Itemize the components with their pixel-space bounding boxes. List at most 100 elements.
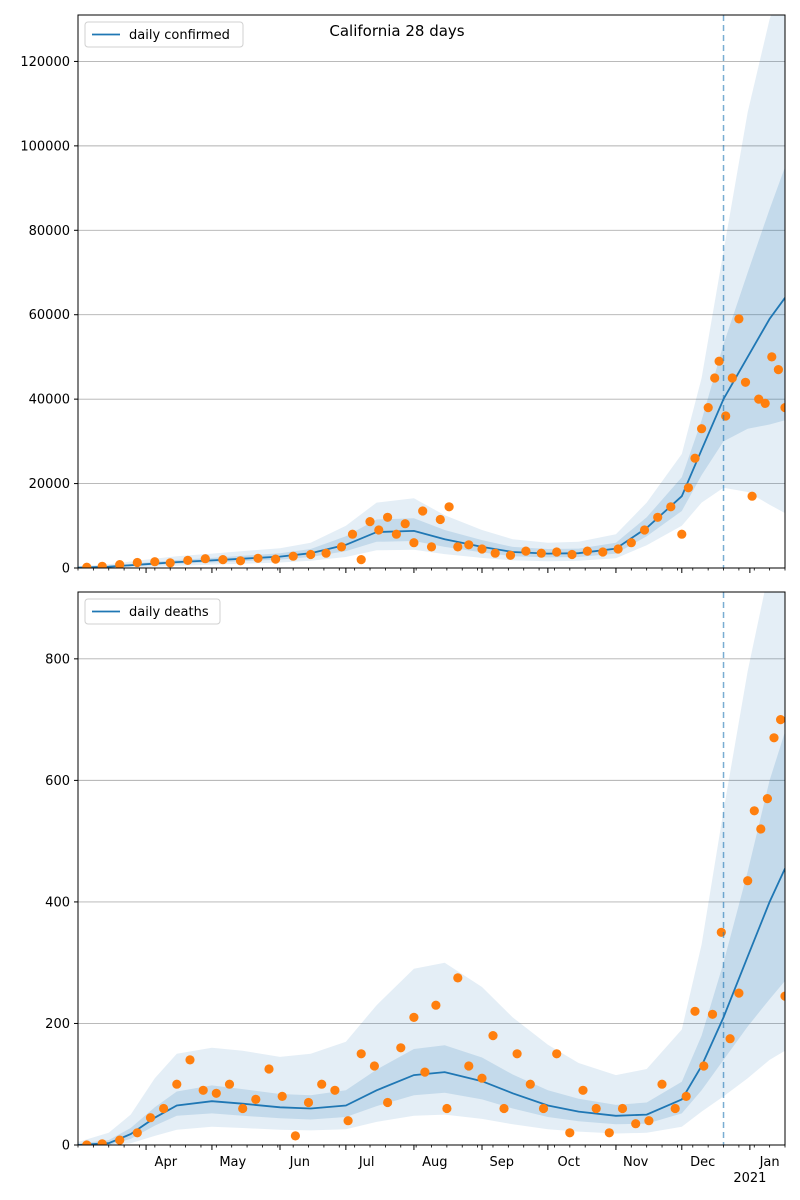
observed-point bbox=[453, 973, 463, 983]
observed-point bbox=[235, 556, 246, 566]
chart-title: California 28 days bbox=[329, 22, 464, 40]
observed-point bbox=[716, 927, 726, 937]
observed-point bbox=[183, 555, 193, 566]
observed-point bbox=[271, 554, 281, 564]
observed-point bbox=[453, 542, 463, 552]
observed-point bbox=[306, 549, 316, 560]
observed-point bbox=[317, 1079, 327, 1089]
x-tick-label: Apr bbox=[155, 1155, 178, 1170]
y-tick-label: 100000 bbox=[20, 139, 70, 154]
observed-point bbox=[97, 561, 107, 568]
confirmed-panel: 0 20000 40000 60000 80000 100000 120000 daily c… bbox=[20, 14, 786, 577]
observed-point bbox=[690, 453, 700, 463]
y-tick-label: 80000 bbox=[29, 224, 70, 239]
legend-label: daily confirmed bbox=[129, 28, 230, 43]
x-tick-label: Jan bbox=[759, 1155, 780, 1170]
y-tick-label: 600 bbox=[45, 774, 70, 789]
observed-point bbox=[82, 1140, 92, 1145]
observed-point bbox=[400, 519, 410, 529]
observed-point bbox=[383, 512, 393, 522]
x-tick-label: May bbox=[219, 1155, 246, 1170]
observed-point bbox=[567, 549, 577, 560]
observed-point bbox=[773, 365, 784, 375]
y-tick-label: 0 bbox=[62, 1139, 70, 1154]
observed-point bbox=[525, 1079, 535, 1089]
observed-point bbox=[552, 547, 562, 557]
observed-point bbox=[747, 491, 757, 501]
observed-point bbox=[356, 1049, 366, 1059]
observed-point bbox=[288, 551, 298, 561]
observed-point bbox=[725, 1034, 735, 1044]
legend-label: daily deaths bbox=[129, 605, 209, 620]
y-tick-label: 0 bbox=[62, 562, 70, 577]
observed-point bbox=[218, 555, 228, 565]
observed-point bbox=[565, 1128, 575, 1138]
plot-area bbox=[78, 592, 785, 1145]
x-ticks bbox=[77, 568, 786, 573]
observed-point bbox=[132, 1128, 142, 1138]
observed-point bbox=[769, 733, 779, 743]
observed-point bbox=[251, 1094, 261, 1104]
observed-point bbox=[442, 1103, 452, 1114]
observed-point bbox=[356, 555, 366, 565]
observed-point bbox=[418, 506, 428, 516]
observed-point bbox=[420, 1067, 430, 1077]
observed-point bbox=[488, 1031, 498, 1041]
observed-point bbox=[264, 1064, 274, 1074]
observed-point bbox=[776, 715, 785, 725]
observed-point bbox=[490, 548, 500, 558]
observed-point bbox=[464, 540, 474, 550]
observed-point bbox=[391, 529, 401, 539]
observed-point bbox=[277, 1091, 287, 1101]
x-ticks bbox=[77, 1145, 786, 1150]
y-tick-label: 40000 bbox=[29, 393, 70, 408]
observed-point bbox=[699, 1061, 709, 1071]
inner-interval-band bbox=[78, 167, 785, 568]
observed-point bbox=[330, 1085, 340, 1095]
x-tick-label: Jul bbox=[358, 1155, 375, 1170]
legend: daily confirmed bbox=[84, 21, 244, 48]
observed-point bbox=[499, 1103, 509, 1114]
observed-point bbox=[374, 525, 384, 535]
x-tick-label: Jun bbox=[289, 1155, 310, 1170]
plot-area bbox=[78, 15, 785, 568]
observed-point bbox=[383, 1097, 393, 1108]
observed-point bbox=[97, 1139, 107, 1145]
observed-point bbox=[303, 1097, 314, 1108]
observed-point bbox=[431, 1000, 441, 1010]
observed-point bbox=[697, 424, 707, 434]
observed-point bbox=[172, 1079, 182, 1089]
observed-point bbox=[644, 1116, 654, 1126]
observed-point bbox=[703, 403, 713, 413]
observed-point bbox=[409, 538, 419, 548]
observed-point bbox=[211, 1088, 221, 1098]
observed-point bbox=[743, 876, 753, 886]
observed-point bbox=[253, 553, 263, 563]
observed-point bbox=[604, 1128, 614, 1138]
observed-point bbox=[631, 1119, 641, 1129]
observed-point bbox=[780, 991, 785, 1001]
observed-point bbox=[710, 373, 720, 383]
observed-point bbox=[707, 1009, 718, 1019]
observed-point bbox=[734, 988, 744, 998]
observed-point bbox=[165, 558, 175, 568]
observed-point bbox=[115, 1135, 125, 1145]
observed-point bbox=[159, 1103, 169, 1114]
observed-point bbox=[740, 377, 751, 387]
y-tick-label: 20000 bbox=[29, 477, 70, 492]
observed-point bbox=[396, 1043, 406, 1053]
observed-point bbox=[185, 1055, 195, 1065]
observed-point bbox=[198, 1085, 208, 1095]
observed-point bbox=[598, 547, 608, 557]
observed-point bbox=[444, 502, 454, 512]
y-tick-label: 400 bbox=[45, 895, 70, 910]
observed-point bbox=[512, 1049, 522, 1059]
observed-point bbox=[343, 1116, 353, 1126]
observed-point bbox=[426, 542, 437, 552]
observed-point bbox=[760, 398, 770, 408]
observed-point bbox=[369, 1061, 379, 1071]
observed-point bbox=[683, 483, 694, 493]
observed-point bbox=[552, 1049, 562, 1059]
